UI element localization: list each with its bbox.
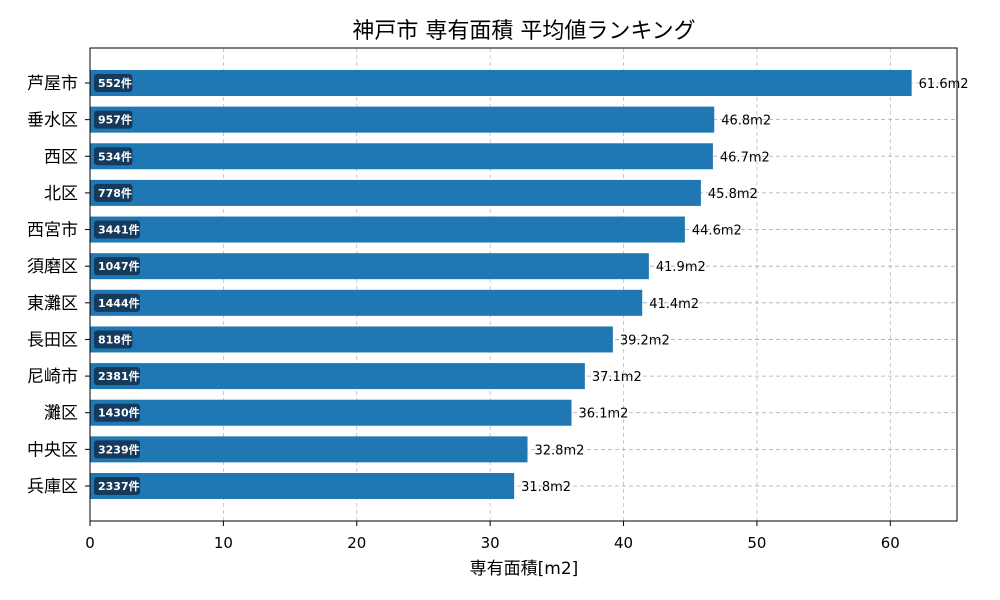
count-label: 778件 [98, 186, 132, 200]
bar [90, 326, 613, 353]
y-tick-label: 中央区 [27, 440, 78, 460]
count-badge [94, 257, 140, 276]
count-label: 3441件 [98, 223, 140, 237]
value-label: 39.2m2 [620, 333, 670, 348]
count-badge [94, 293, 140, 312]
count-badge [94, 403, 140, 422]
count-label: 1444件 [98, 296, 140, 310]
y-tick-label: 東灘区 [27, 294, 78, 314]
count-badge [94, 147, 133, 166]
count-badge [94, 220, 140, 239]
count-badge [94, 110, 133, 129]
value-label: 46.7m2 [720, 150, 770, 165]
count-label: 2381件 [98, 369, 140, 383]
y-tick-label: 須磨区 [27, 257, 78, 277]
count-badge [94, 477, 140, 495]
bar [90, 106, 715, 133]
x-tick-label: 10 [214, 534, 233, 552]
bars: 552件 61.6m2 957件 46.8m2 534件 46.7m2 778件 45.8m2… [90, 70, 969, 499]
y-tick-label: 芦屋市 [27, 74, 78, 94]
x-axis-label: 専有面積[m2] [470, 559, 579, 579]
x-tick-label: 40 [614, 534, 633, 552]
y-tick-label: 北区 [44, 184, 78, 204]
plot-frame [89, 47, 958, 522]
x-axis: 0 10 20 30 40 50 60 [85, 521, 900, 552]
value-label: 37.1m2 [592, 370, 642, 385]
count-badge [94, 330, 133, 349]
y-tick-label: 尼崎市 [27, 367, 78, 387]
y-tick-label: 西宮市 [27, 221, 78, 241]
x-tick-label: 20 [347, 534, 366, 552]
x-tick-label: 50 [747, 534, 766, 552]
bar [90, 70, 912, 96]
y-tick-label: 垂水区 [27, 111, 78, 131]
bar [90, 363, 585, 390]
count-badge [94, 74, 133, 92]
value-label: 41.9m2 [656, 260, 706, 275]
count-badge [94, 440, 140, 459]
bar [90, 253, 649, 280]
value-label: 45.8m2 [708, 187, 758, 202]
bar [90, 289, 643, 316]
bar [90, 179, 701, 206]
bar [90, 473, 515, 499]
count-label: 1430件 [98, 406, 140, 420]
x-tick-label: 0 [85, 534, 95, 552]
bar [90, 216, 685, 243]
count-label: 534件 [98, 149, 132, 163]
count-label: 552件 [98, 76, 132, 90]
count-badge [94, 367, 140, 386]
count-label: 3239件 [98, 442, 140, 456]
chart-title: 神戸市 専有面積 平均値ランキング [352, 19, 695, 44]
value-label: 32.8m2 [535, 443, 585, 458]
bar [90, 436, 528, 463]
value-label: 61.6m2 [919, 77, 969, 92]
count-label: 957件 [98, 113, 132, 127]
y-tick-label: 西区 [44, 147, 78, 167]
x-tick-label: 30 [481, 534, 500, 552]
y-tick-label: 灘区 [44, 404, 78, 424]
value-label: 31.8m2 [521, 480, 571, 495]
value-label: 36.1m2 [579, 407, 629, 422]
bar [90, 143, 713, 170]
x-tick-label: 60 [881, 534, 900, 552]
value-label: 41.4m2 [649, 297, 699, 312]
value-label: 44.6m2 [692, 224, 742, 239]
y-tick-label: 兵庫区 [27, 477, 78, 497]
value-label: 46.8m2 [721, 114, 771, 129]
count-label: 2337件 [98, 479, 140, 493]
y-tick-label: 長田区 [27, 330, 78, 350]
count-label: 1047件 [98, 259, 140, 273]
count-label: 818件 [98, 332, 132, 346]
bar [90, 399, 572, 426]
count-badge [94, 183, 133, 202]
